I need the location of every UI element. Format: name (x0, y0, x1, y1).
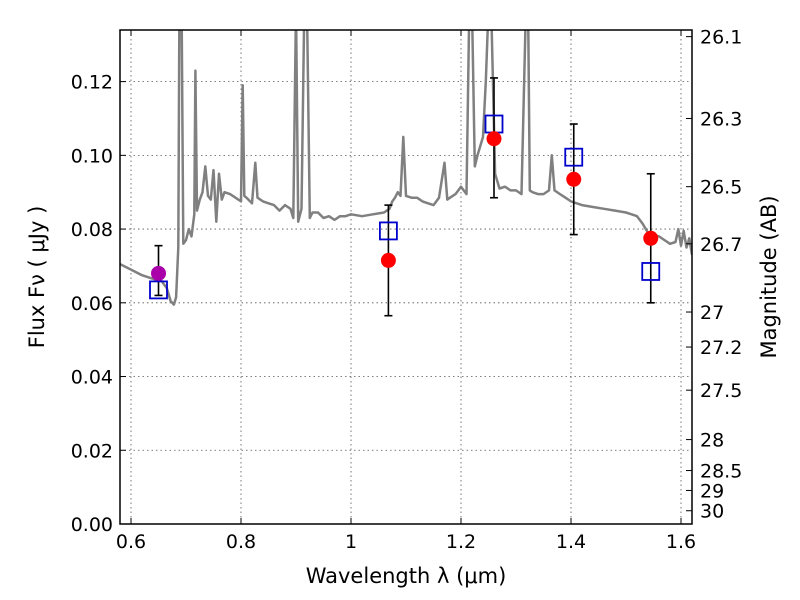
x-axis-ticks: 0.6 0.8 1 1.2 1.4 1.6 (116, 30, 696, 553)
model-point (149, 280, 168, 300)
x-tick-label: 1 (345, 531, 357, 553)
right-axis-label: Magnitude (AB) (757, 195, 781, 358)
right-tick-label: 29 (700, 480, 724, 502)
y-tick-label: 0.02 (71, 440, 113, 462)
right-tick-label: 26.1 (700, 27, 742, 49)
y-tick-label: 0.08 (71, 219, 113, 241)
right-tick-label: 28.5 (700, 461, 742, 483)
x-tick-label: 1.4 (556, 531, 586, 553)
y-axis-label: Flux Fν ( μJy ) (25, 206, 49, 349)
y-tick-label: 0.06 (71, 293, 113, 315)
grid-lines (120, 30, 692, 525)
spectrum-line (120, 30, 692, 306)
y-tick-label: 0.12 (71, 72, 113, 94)
x-axis-label: Wavelength λ (μm) (306, 564, 507, 588)
observed-point (643, 230, 659, 246)
right-tick-label: 28 (700, 430, 724, 452)
observed-point (380, 252, 396, 268)
right-tick-label: 27 (700, 302, 724, 324)
right-tick-label: 26.3 (700, 108, 742, 130)
observed-point (151, 265, 166, 281)
y-tick-label: 0.00 (71, 514, 113, 536)
error-bars (154, 77, 655, 317)
right-tick-label: 27.5 (700, 380, 742, 402)
model-point (641, 262, 661, 281)
x-tick-label: 0.6 (116, 531, 146, 553)
y-tick-label: 0.10 (71, 145, 113, 167)
right-tick-label: 27.2 (700, 337, 742, 359)
spectrum-layer (120, 30, 692, 306)
x-tick-label: 0.8 (226, 531, 256, 553)
y-axis-ticks: 0.00 0.02 0.04 0.06 0.08 0.10 0.12 (71, 72, 126, 536)
plot-frame (119, 29, 693, 525)
right-tick-label: 30 (700, 501, 724, 523)
observed-point (566, 171, 582, 187)
right-tick-label: 26.7 (700, 234, 742, 256)
right-tick-label: 26.5 (700, 177, 742, 199)
x-tick-label: 1.2 (446, 531, 476, 553)
x-tick-label: 1.6 (666, 531, 696, 553)
model-point (378, 221, 398, 241)
model-point (564, 147, 584, 167)
observed-point (486, 131, 502, 147)
y-tick-label: 0.04 (71, 367, 113, 389)
observed-points (151, 131, 659, 281)
